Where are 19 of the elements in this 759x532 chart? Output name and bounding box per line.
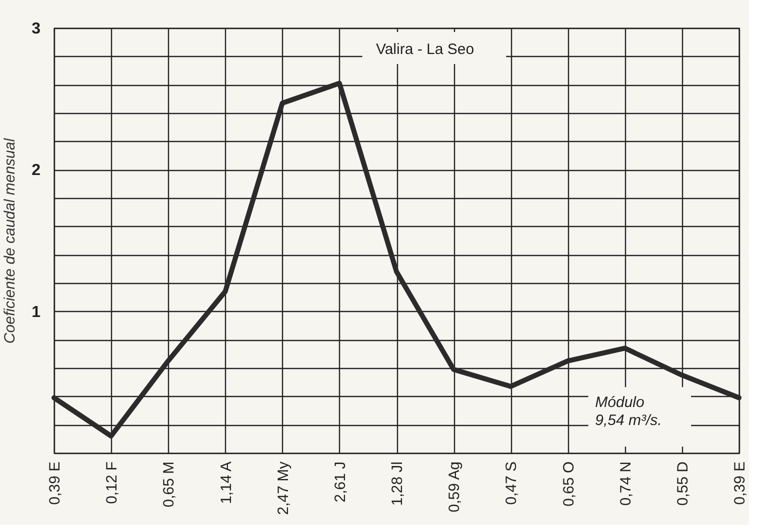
text: 0,12 F: [104, 462, 121, 504]
text: 0,47 S: [503, 462, 520, 505]
y-axis-title: Coeficiente de caudal mensual: [2, 138, 19, 344]
text: 0,65 O: [560, 462, 578, 507]
text: 2,61 J: [332, 462, 349, 502]
text: 0,39 E: [732, 462, 748, 505]
text: Valira - La Seo: [376, 41, 474, 58]
y-tick-label: 1: [32, 304, 41, 321]
text: 2,47 My: [274, 462, 292, 515]
text: 1,14 A: [218, 462, 235, 504]
y-tick-label: 2: [32, 162, 41, 180]
annotation: Módulo 9,54 m³/s.: [595, 394, 662, 429]
text: 0,59 Ag: [446, 462, 464, 512]
text: 0,55 D: [674, 462, 692, 506]
text: 0,65 M: [160, 462, 178, 508]
text: 0,74 N: [617, 462, 634, 506]
y-tick-label: 3: [32, 20, 41, 38]
text: 0,39 E: [46, 462, 64, 505]
text: 1,28 Jl: [389, 462, 406, 506]
